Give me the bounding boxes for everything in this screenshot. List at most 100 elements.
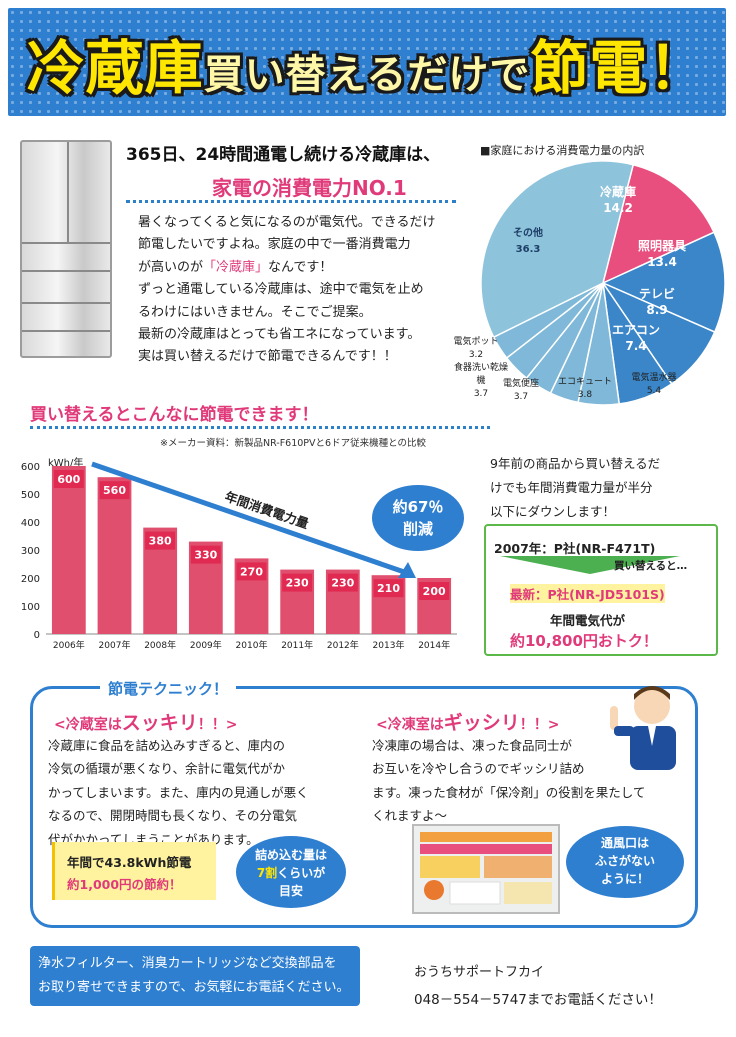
replacement-line: けでも年間消費電力量が半分 [490,480,653,495]
phone-number[interactable]: 048－554－5747までお電話ください！ [414,992,662,1008]
bar-value-label: 210 [377,582,400,595]
bar-value-box [190,545,221,564]
pie-label-fridge: 冷蔵庫 14.2 [599,185,636,215]
x-tick-label: 2013年 [373,639,405,651]
y-tick-label: 600 [21,462,40,473]
y-tick-label: 200 [21,574,40,585]
cost-label: 年間電気代が [550,613,626,628]
new-model: 最新：P社(NR-JD5101S) [510,584,665,603]
bar-value-box [327,573,358,592]
x-tick-label: 2014年 [418,639,450,651]
parts-line: お取り寄せできますので、お気軽にお電話ください。 [38,980,350,995]
pie-chart-title: ■家庭における消費電力量の内訳 [480,144,645,157]
pie-slice [601,163,715,285]
pie-label-tv: テレビ 8.9 [638,287,675,317]
pie-label-toilet: 電気便座 3.7 [502,379,539,402]
x-tick-label: 2009年 [190,639,222,651]
intro-line: るわけにはいきません。そこでご提案。 [138,304,372,320]
replacement-note: 9年前の商品から買い替えるだ けでも年間消費電力量が半分 以下にダウンします！ [490,452,690,524]
bar [51,466,86,634]
replacement-line: 9年前の商品から買い替えるだ [490,456,661,471]
trend-arrow-head [398,562,416,578]
highlight-fridge: 「冷蔵庫」 [203,259,269,275]
bar-chart: kWh/年 0 100 200 300 400 500 600 600 2006年 560 200… [21,456,464,651]
pie-label-heater: 電気温水器 5.4 [631,373,677,396]
y-tick-label: 100 [21,602,40,613]
freezer-section-heading: <冷凍室はギッシリ！！> [376,712,560,734]
bar-value-label: 230 [331,577,354,590]
arrow-label: 買い替えると… [614,560,688,572]
pie-label-ecocute: エコキュート 3.8 [558,377,613,400]
fridge-section-text: 冷蔵庫に食品を詰め込みすぎると、庫内の 冷気の循環が悪くなり、余計に電気代がか … [48,738,309,847]
refrigerator-image [20,140,112,358]
parts-order-banner: 浄水フィルター、消臭カートリッジなど交換部品を お取り寄せできますので、お気軽に… [30,946,360,1006]
parts-line: 浄水フィルター、消臭カートリッジなど交換部品を [38,956,337,971]
staff-illustration [610,686,676,770]
replacement-line: 以下にダウンします！ [490,504,616,519]
y-tick-label: 0 [34,630,40,641]
bar-value-label: 560 [103,484,126,497]
y-tick-label: 500 [21,490,40,501]
freezer-drawer-image [412,824,560,914]
bar-value-label: 270 [240,565,263,578]
section-title-savings: 買い替えるとこんなに節電できます！ [30,405,319,425]
tip-bubble: 詰め込む量は 7割くらいが 目安 [236,836,346,908]
y-tick-label: 400 [21,518,40,529]
x-tick-label: 2010年 [236,639,268,651]
pie-label-other: その他 36.3 [513,228,543,255]
divider [126,200,456,203]
savings-kwh: 年間で43.8kWh節電 [67,855,192,870]
pie-slice [480,160,635,339]
intro-title: 365日、24時間通電し続ける冷蔵庫は、 [126,145,441,165]
source-note: ※メーカー資料：新製品NR-F610PVと6ドア従来機種との比較 [160,438,426,449]
header-banner: 冷蔵庫 買い替えるだけで 節電！ [8,8,726,116]
pie-label-light: 照明器具 13.4 [637,239,686,269]
intro-line: ずっと通電している冷蔵庫は、途中で電気を止め [138,282,424,298]
bar-value-box [145,531,176,550]
intro-line: 実は買い替えるだけで節電できるんです！！ [138,349,397,365]
chart-ylabel: kWh/年 [48,456,83,469]
savings-box: 年間で43.8kWh節電 約1,000円の節約！ [52,842,216,900]
technique-panel [30,686,698,928]
pie-label-pot: 電気ポット 3.2 [453,337,499,360]
x-tick-label: 2012年 [327,639,359,651]
intro-line: 暑くなってくると気になるのが電気代。できるだけ [138,215,436,230]
intro-body: 暑くなってくると気になるのが電気代。できるだけ 節電したいですよね。家庭の中で一… [138,212,478,369]
x-tick-label: 2007年 [99,639,131,651]
cost-savings: 約10,800円おトク！ [510,632,658,650]
pie-slice [601,231,726,333]
company-name: おうちサポートフカイ [414,965,545,980]
y-tick-label: 300 [21,546,40,557]
pie-label-ac: エアコン 7.4 [611,323,660,353]
bar-value-label: 600 [57,473,80,486]
bar [97,477,132,634]
reduction-badge-value: 約67％ [393,498,444,516]
x-tick-label: 2006年 [53,639,85,651]
bar-value-box [419,582,450,600]
pie-chart [480,160,726,406]
divider [30,426,490,429]
bar-value-box [99,481,130,500]
freezer-section-text: 冷凍庫の場合は、凍った食品同士が お互いを冷やし合うのでギッシリ詰め ます。凍っ… [372,738,646,824]
intro-line: 節電したいですよね。家庭の中で一番消費電力 [138,237,411,253]
bar-value-box [282,573,313,592]
bar-value-box [53,470,84,488]
banner-title-part1: 冷蔵庫 [26,34,204,102]
bar-value-box [373,579,404,598]
banner-title-part2: 買い替えるだけで [203,52,531,98]
intro-subtitle: 家電の消費電力NO.1 [212,176,407,200]
technique-title: 節電テクニック！ [100,678,237,699]
pie-label-dishwasher: 食器洗い乾燥機 3.7 [453,363,508,399]
savings-yen: 約1,000円の節約！ [67,877,182,892]
intro-line: 最新の冷蔵庫はとっても省エネになっています。 [138,327,421,343]
x-tick-label: 2008年 [144,639,176,651]
intro-line: が高いのが「冷蔵庫」なんです！ [138,259,333,275]
bar-value-label: 200 [423,585,446,598]
old-model: 2007年：P社(NR-F471T) [494,541,656,556]
arrow-down-icon [500,556,680,574]
reduction-badge [372,485,464,551]
reduction-badge-label: 削減 [403,520,433,538]
bar-value-label: 380 [149,535,172,548]
fridge-section-heading: <冷蔵室はスッキリ！！> [54,712,238,734]
bar-value-label: 330 [194,549,217,562]
